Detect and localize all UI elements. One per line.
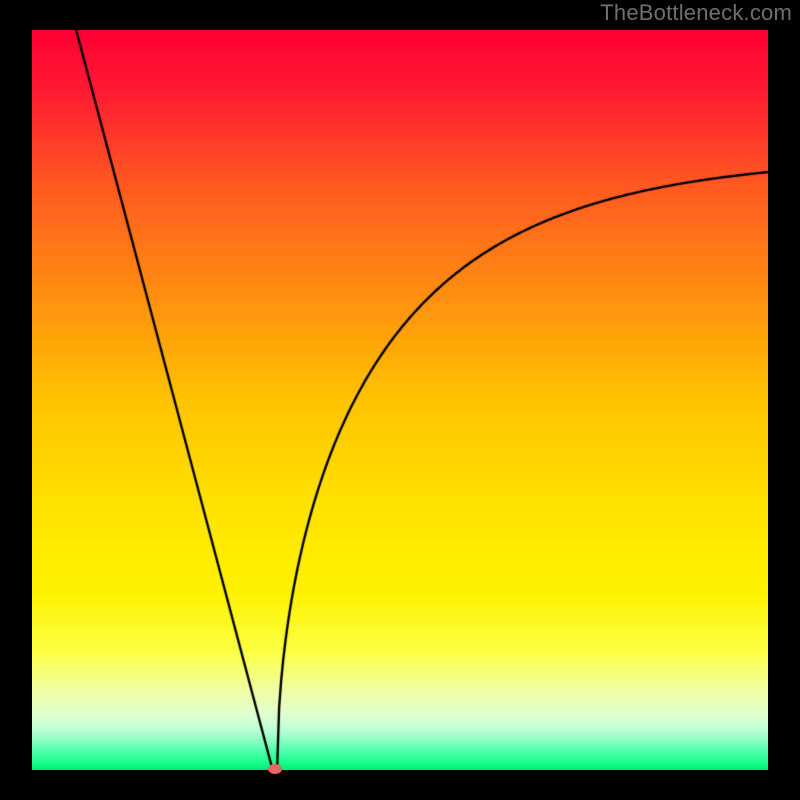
optimal-point-marker bbox=[268, 764, 282, 774]
gradient-plot-background bbox=[32, 30, 768, 770]
attribution-text: TheBottleneck.com bbox=[600, 0, 792, 26]
